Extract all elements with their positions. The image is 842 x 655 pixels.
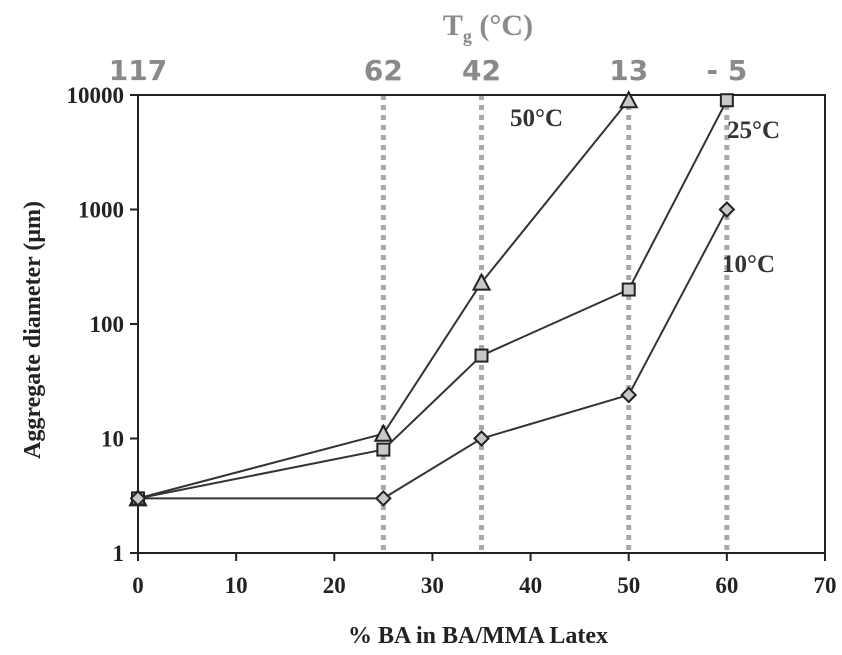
series-label-50c: 50°C [510,105,563,132]
x-axis: 0 10 20 30 40 50 60 70 [132,553,837,598]
y-tick-label: 1 [113,541,125,566]
y-tick-label: 10 [101,427,124,452]
diamond-marker [473,430,490,447]
square-marker [474,348,489,363]
series-label-25c: 25°C [727,117,780,144]
triangle-marker [373,423,394,442]
diamond-marker [374,489,392,507]
triangle-marker [619,90,639,109]
x-tick-label: 0 [132,573,144,598]
series-line-1 [137,99,728,500]
y-tick-label: 1000 [78,198,124,223]
top-axis-title: Tg (°C) [443,9,533,46]
x-tick-label: 30 [421,573,444,598]
top-axis: 117 62 42 13 - 5 [109,54,748,87]
diamond-marker [129,489,147,507]
top-tick-label: 13 [609,54,648,87]
x-tick-label: 50 [617,573,640,598]
y-axis-label: Aggregate diameter (μm) [20,201,46,459]
x-tick-label: 20 [323,573,346,598]
square-marker [719,93,734,108]
plot-frame [137,94,826,554]
series-line-2 [138,209,728,500]
series-label-10c: 10°C [722,251,775,278]
diamond-marker [620,386,638,404]
y-tick-label: 10000 [67,83,125,108]
diamond-marker [718,201,736,218]
x-tick-label: 10 [225,573,248,598]
series-line-0 [137,99,630,500]
series-markers [128,90,736,507]
square-marker [376,442,391,457]
triangle-marker [471,272,492,291]
y-tick-label: 100 [90,312,125,337]
x-axis-label: % BA in BA/MMA Latex [348,623,608,649]
series-lines [137,99,728,500]
reference-lines [380,95,730,553]
top-tick-label: - 5 [706,54,747,87]
top-tick-label: 62 [364,54,403,87]
x-tick-label: 60 [715,573,738,598]
top-tick-label: 42 [462,54,501,87]
y-axis: 1 10 100 1000 10000 [67,83,138,566]
square-marker [621,282,636,297]
top-tick-label: 117 [109,54,167,87]
x-tick-label: 40 [519,573,542,598]
x-tick-label: 70 [814,573,837,598]
